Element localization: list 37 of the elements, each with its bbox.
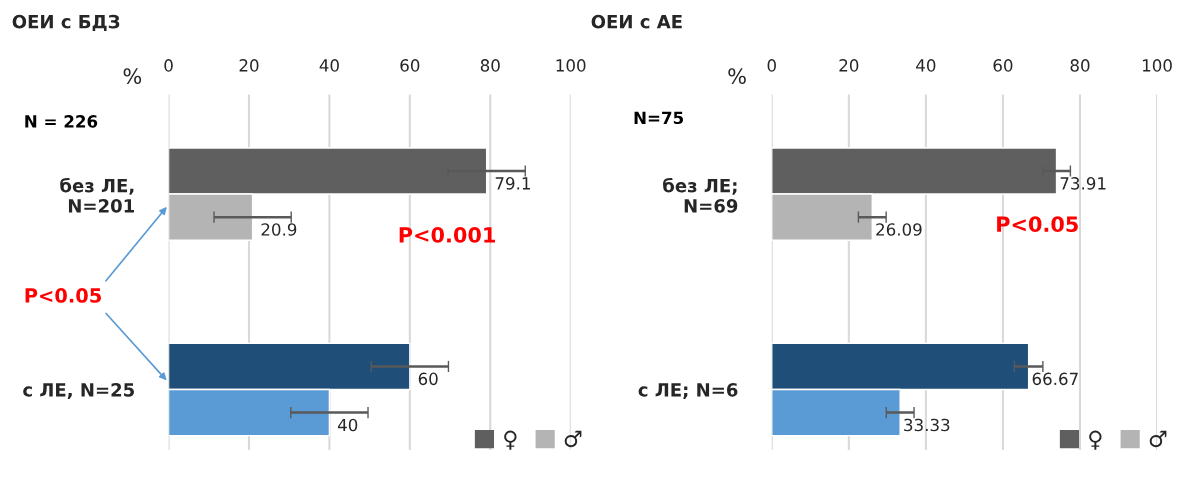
annotation: P<0.001 <box>399 226 495 243</box>
legend-label: ♀ <box>1089 430 1102 450</box>
data-label: 79.1 <box>495 177 530 190</box>
x-tick-label: 0 <box>767 59 776 72</box>
chart-title: ОЕИ с АЕ <box>591 14 682 29</box>
y-tick-label: с ЛЕ; N=6 <box>638 383 738 399</box>
x-axis-title: % <box>123 68 142 84</box>
x-tick-label: 60 <box>400 59 420 72</box>
text: P<0.05 <box>25 288 101 303</box>
data-label: 33.33 <box>904 418 950 432</box>
x-tick-label: 80 <box>480 59 500 72</box>
text: N = 226 <box>25 115 98 128</box>
chart-title: ОЕИ с БДЗ <box>12 14 120 32</box>
y-tick-label: с ЛЕ, N=25 <box>23 382 134 399</box>
data-label: 60 <box>418 372 438 386</box>
data-label: 20.9 <box>261 223 297 236</box>
y-tick-label: без ЛЕ, N=201 <box>60 177 134 213</box>
x-tick-label: 100 <box>556 59 586 72</box>
x-tick-label: 60 <box>993 59 1013 72</box>
annotation: P<0.05 <box>997 216 1078 233</box>
data-label: 40 <box>337 418 358 432</box>
x-tick-label: 20 <box>239 59 259 72</box>
x-tick-label: 80 <box>1070 59 1090 72</box>
x-tick-label: 0 <box>164 59 173 72</box>
x-tick-label: 40 <box>916 59 936 72</box>
data-label: 26.09 <box>876 223 922 236</box>
legend-label: ♂ <box>564 430 582 448</box>
y-tick-label: без ЛЕ; N=69 <box>663 177 738 213</box>
legend-label: ♀ <box>504 430 517 450</box>
text: N=75 <box>634 111 684 125</box>
legend-label: ♂ <box>1149 430 1167 448</box>
x-tick-label: 40 <box>319 59 339 72</box>
x-tick-label: 20 <box>839 59 859 72</box>
x-tick-label: 100 <box>1142 59 1172 72</box>
data-label: 73.91 <box>1060 177 1106 190</box>
x-axis-title: % <box>728 68 746 84</box>
data-label: 66.67 <box>1032 372 1078 386</box>
